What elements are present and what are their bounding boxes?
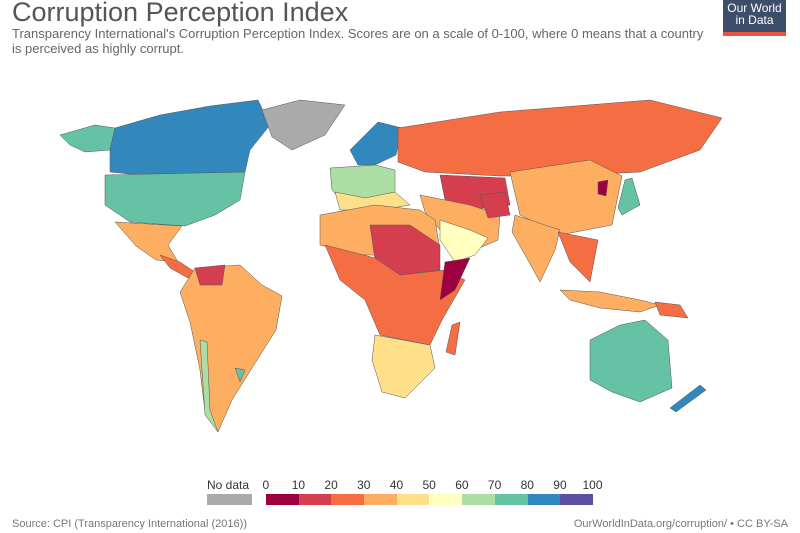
owid-logo[interactable]: Our World in Data — [723, 0, 786, 36]
region-madagascar[interactable] — [445, 321, 461, 356]
region-central-africa[interactable] — [324, 244, 466, 346]
region-afghanistan[interactable] — [479, 191, 511, 219]
region-australia[interactable] — [589, 319, 673, 403]
legend-tick: 40 — [389, 478, 404, 492]
region-greenland[interactable] — [261, 99, 346, 151]
legend-swatch[interactable] — [560, 494, 593, 505]
region-india[interactable] — [511, 214, 561, 283]
logo-line2: in Data — [735, 13, 774, 27]
legend-tick: 80 — [520, 478, 534, 492]
credit-link[interactable]: OurWorldInData.org/corruption/ • CC BY-S… — [573, 518, 788, 530]
region-mexico[interactable] — [114, 221, 183, 263]
region-southern-europe[interactable] — [334, 191, 411, 211]
legend-swatch[interactable] — [527, 494, 561, 505]
region-png[interactable] — [654, 301, 689, 319]
region-scandinavia[interactable] — [349, 121, 403, 166]
legend-tick: 50 — [422, 478, 436, 492]
logo-line1: Our World — [727, 1, 782, 15]
legend-tick: 60 — [455, 478, 469, 492]
chart-subtitle: Transparency International's Corruption … — [12, 26, 704, 56]
world-map — [59, 99, 723, 433]
region-indonesia[interactable] — [559, 289, 661, 313]
legend-no-data-swatch — [207, 494, 252, 505]
source-text: Source: CPI (Transparency International … — [12, 518, 247, 530]
legend-tick: 0 — [262, 478, 270, 492]
region-southeast-asia[interactable] — [557, 231, 599, 283]
legend-swatch[interactable] — [298, 494, 332, 505]
region-uruguay[interactable] — [234, 367, 246, 383]
legend-tick: 10 — [291, 478, 306, 492]
legend-no-data-label: No data — [207, 478, 250, 492]
region-japan[interactable] — [617, 177, 641, 216]
region-south-america[interactable] — [179, 264, 283, 433]
region-alaska[interactable] — [59, 124, 116, 153]
region-canada[interactable] — [109, 99, 271, 183]
region-china[interactable] — [509, 159, 623, 236]
region-central-america[interactable] — [159, 254, 196, 279]
legend-tick: 100 — [582, 478, 603, 492]
legend-swatch[interactable] — [494, 494, 528, 505]
region-arabia[interactable] — [439, 219, 489, 263]
legend-tick: 20 — [324, 478, 338, 492]
region-north-korea[interactable] — [597, 179, 609, 197]
legend-swatch[interactable] — [331, 494, 365, 505]
legend-swatch[interactable] — [462, 494, 495, 505]
chart-title: Corruption Perception Index — [12, 0, 349, 27]
legend-swatch[interactable] — [396, 494, 430, 505]
region-usa[interactable] — [104, 171, 246, 227]
legend-swatch[interactable] — [266, 494, 299, 505]
legend-swatch[interactable] — [364, 494, 397, 505]
region-russia[interactable] — [397, 99, 723, 177]
region-venezuela[interactable] — [194, 264, 226, 286]
legend-tick: 70 — [487, 478, 502, 492]
region-new-zealand[interactable] — [669, 384, 707, 413]
legend-tick: 90 — [553, 478, 567, 492]
legend-swatch[interactable] — [429, 494, 463, 505]
legend-tick: 30 — [357, 478, 371, 492]
region-southern-africa[interactable] — [371, 334, 436, 399]
region-chile[interactable] — [199, 339, 219, 433]
region-somalia[interactable] — [439, 257, 471, 301]
